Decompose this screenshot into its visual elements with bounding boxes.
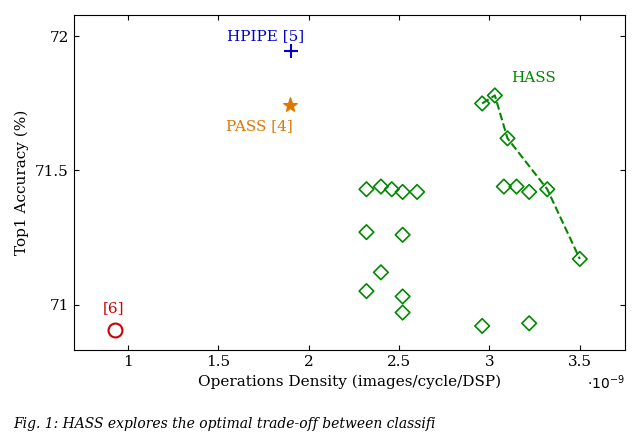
Text: [6]: [6] [102,301,124,315]
Point [362,288,372,294]
Point [397,293,408,300]
Point [524,320,534,327]
Point [542,186,552,193]
Point [376,183,386,190]
Point [397,231,408,238]
Point [397,309,408,316]
Text: PASS [4]: PASS [4] [227,120,293,133]
Point [499,183,509,190]
Point [362,186,372,193]
Point [490,92,500,99]
Text: $\cdot 10^{-9}$: $\cdot 10^{-9}$ [587,374,625,392]
Point [477,100,487,107]
Point [362,229,372,236]
Text: HASS: HASS [511,71,556,85]
Y-axis label: Top1 Accuracy (%): Top1 Accuracy (%) [15,110,29,255]
Point [376,269,386,276]
Point [524,188,534,195]
Point [511,183,522,190]
Text: HPIPE [5]: HPIPE [5] [227,29,305,43]
Text: Fig. 1: HASS explores the optimal trade-off between classifi: Fig. 1: HASS explores the optimal trade-… [13,417,435,431]
Point [397,188,408,195]
Point [477,323,487,330]
Point [502,135,513,142]
Point [387,186,397,193]
X-axis label: Operations Density (images/cycle/DSP): Operations Density (images/cycle/DSP) [198,375,501,389]
Point [575,255,585,262]
Point [412,188,422,195]
